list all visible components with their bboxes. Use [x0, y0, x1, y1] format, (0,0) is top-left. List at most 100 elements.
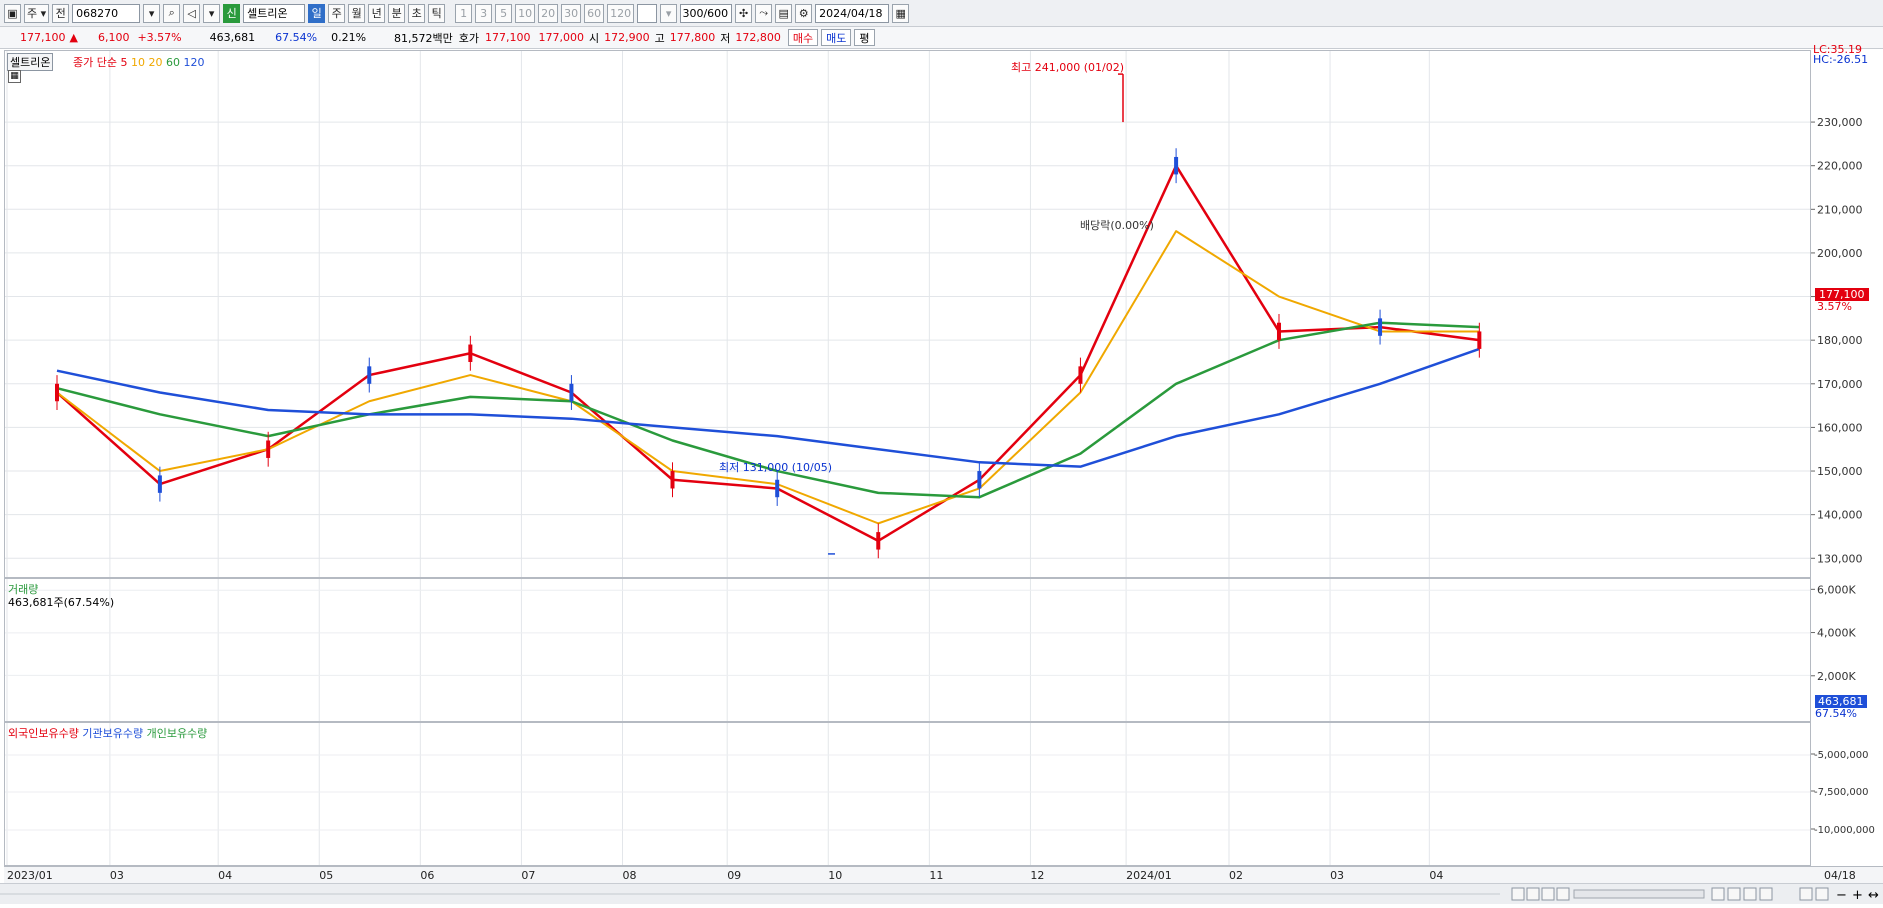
scroll-left-button[interactable] [1511, 887, 1525, 901]
period-minute[interactable]: 분 [388, 3, 406, 23]
candle-body [157, 475, 162, 493]
search-icon[interactable]: ⌕ [163, 3, 181, 23]
x-axis-end-label: 04/18 [1824, 869, 1856, 882]
period-year[interactable]: 년 [368, 3, 386, 23]
holding-axis: -5,000,000 -7,500,000 -10,000,000 [1811, 722, 1883, 866]
current-price: 177,100 [20, 31, 66, 44]
volume-pane[interactable]: 거래량 463,681주(67.54%) [4, 578, 1811, 722]
market-select[interactable]: 주 ▾ [24, 3, 50, 23]
interval-1[interactable]: 1 [455, 3, 473, 23]
annotation-low: 최저 131,000 (10/05) [719, 461, 833, 474]
interval-3[interactable]: 3 [475, 3, 493, 23]
period-week[interactable]: 주 [328, 3, 346, 23]
holding-tick-label: -7,500,000 [1814, 787, 1869, 798]
candle-body [55, 383, 59, 402]
calendar-icon[interactable]: ▦ [892, 3, 910, 23]
x-axis-label: 2023/01 [7, 869, 53, 882]
interval-10[interactable]: 10 [515, 3, 536, 23]
up-triangle-icon: ▲ [69, 31, 78, 44]
price-tick-label: 230,000 [1817, 116, 1863, 129]
pattern-icon[interactable]: ⤳ [755, 3, 773, 23]
stock-name-field[interactable]: 셀트리온 [243, 3, 306, 23]
price-change: 6,100 [97, 31, 130, 44]
count-field[interactable]: 300/600 [680, 3, 733, 23]
candle-body [670, 471, 675, 489]
current-volume-tag: 463,681 [1815, 695, 1867, 708]
price-tick-label: 170,000 [1817, 378, 1863, 391]
date-input[interactable]: 2024/04/18 [815, 3, 890, 23]
period-second[interactable]: 초 [408, 3, 426, 23]
prefix-button[interactable]: 전 [52, 3, 70, 23]
layout-icon[interactable]: ▣ [4, 3, 21, 23]
custom-interval-input[interactable] [637, 3, 658, 23]
interval-30[interactable]: 30 [561, 3, 582, 23]
volume-subtitle: 463,681주(67.54%) [8, 596, 115, 609]
grid-toggle-icon[interactable]: ▦ [8, 70, 21, 83]
copy-icon[interactable] [1799, 887, 1813, 901]
zoom-slider[interactable] [1573, 889, 1705, 899]
sell-button[interactable]: 매도 [821, 29, 852, 46]
code-dropdown-icon[interactable]: ▾ [143, 3, 161, 23]
period-month[interactable]: 월 [348, 3, 366, 23]
bottom-controls-svg: − + ↔ [0, 887, 1879, 903]
volume-axis-svg: 6,000K 4,000K 2,000K [1811, 583, 1856, 683]
zoom-in-icon[interactable]: + [1852, 888, 1863, 903]
zoom-out-icon[interactable]: − [1836, 888, 1847, 903]
price-tick-label: 140,000 [1817, 509, 1863, 522]
stop-button[interactable] [1541, 887, 1555, 901]
interval-5[interactable]: 5 [495, 3, 513, 23]
open-price: 172,900 [604, 31, 650, 44]
stock-code-value: 068270 [76, 6, 119, 20]
price-pane[interactable]: 셀트리온 종가 단순 5 10 20 60 120 ▦ 최고 241,000 (… [4, 50, 1811, 578]
interval-20[interactable]: 20 [538, 3, 559, 23]
trade-amount: 81,572백만 [394, 31, 453, 45]
current-volume-pct: 67.54% [1815, 707, 1857, 720]
period-tick[interactable]: 틱 [428, 3, 446, 23]
custom-interval-dropdown-icon[interactable]: ▾ [660, 3, 678, 23]
lc-label: LC:35.19 [1813, 43, 1863, 56]
x-axis-svg: 2023/01 03 04 05 06 07 08 09 10 11 12 2024/01 02 03 04… [7, 869, 1856, 882]
legend-individual: 개인보유수량 [146, 727, 208, 740]
layout-icon-2[interactable] [1727, 887, 1741, 901]
x-axis-label: 07 [521, 869, 535, 882]
holding-pane[interactable]: 외국인보유수량 기관보유수량 개인보유수량 [4, 722, 1811, 866]
price-tick-label: 180,000 [1817, 334, 1863, 347]
interval-120[interactable]: 120 [607, 3, 635, 23]
stock-code-input[interactable]: 068270 [72, 3, 141, 23]
speaker-icon[interactable]: ◁ [183, 3, 201, 23]
interval-60[interactable]: 60 [584, 3, 605, 23]
ma-5-line [56, 164, 1480, 543]
scroll-first-button[interactable] [1526, 887, 1540, 901]
scroll-last-button[interactable] [1556, 887, 1570, 901]
holding-axis-svg: -5,000,000 -7,500,000 -10,000,000 [1811, 750, 1875, 836]
high-price: 177,800 [669, 31, 716, 44]
eval-button[interactable]: 평 [854, 29, 875, 46]
layout-icon-1[interactable] [1711, 887, 1725, 901]
legend-ma-10: 10 [130, 56, 145, 69]
layout-icon-3[interactable] [1743, 887, 1757, 901]
options-dropdown-icon[interactable]: ▾ [203, 3, 221, 23]
volume-chart-svg [5, 579, 1810, 721]
layout-icon-4[interactable] [1759, 887, 1773, 901]
print-icon[interactable] [1815, 887, 1829, 901]
volume-tick-label: 4,000K [1817, 627, 1856, 640]
save-icon[interactable]: ▤ [775, 3, 793, 23]
gear-icon[interactable]: ⚙ [795, 3, 813, 23]
low-price: 172,800 [735, 31, 781, 44]
holding-chart-svg [5, 723, 1810, 865]
period-day[interactable]: 일 [308, 3, 326, 23]
open-label: 시 [589, 31, 600, 45]
crosshair-icon[interactable]: ✣ [735, 3, 753, 23]
candle-body [1174, 156, 1179, 175]
buy-button[interactable]: 매수 [787, 29, 819, 46]
legend-ma-60: 60 [165, 56, 180, 69]
price-change-pct: +3.57% [137, 31, 182, 44]
fit-icon[interactable]: ↔ [1868, 888, 1879, 903]
x-axis: 2023/01 03 04 05 06 07 08 09 10 11 12 2024/01 02 03 04… [4, 866, 1883, 883]
annotation-high: 최고 241,000 (01/02) [1011, 61, 1125, 74]
bid-label: 호가 [458, 31, 480, 45]
x-axis-label: 02 [1229, 869, 1243, 882]
candle-body [1477, 331, 1482, 349]
legend-ma-20: 20 [148, 56, 163, 69]
price-axis-svg: 230,000220,000210,000200,000190,000180,0… [1811, 116, 1863, 565]
